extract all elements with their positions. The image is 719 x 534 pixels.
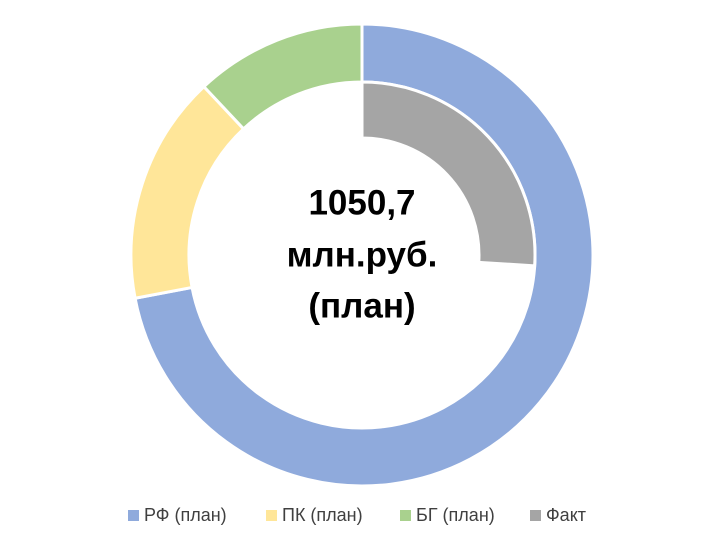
center-text: 1050,7 xyxy=(308,183,415,222)
legend-label: Факт xyxy=(546,505,586,525)
center-text: млн.руб. xyxy=(287,235,438,274)
doughnut-segment xyxy=(360,80,537,268)
legend-marker xyxy=(266,510,277,521)
legend-label: РФ (план) xyxy=(144,505,227,525)
legend-marker xyxy=(128,510,139,521)
center-text: (план) xyxy=(308,286,415,325)
doughnut-segment xyxy=(129,84,246,301)
legend-label: ПК (план) xyxy=(282,505,363,525)
doughnut-segment xyxy=(201,22,364,132)
legend-marker xyxy=(530,510,541,521)
legend-marker xyxy=(400,510,411,521)
legend-label: БГ (план) xyxy=(416,505,495,525)
